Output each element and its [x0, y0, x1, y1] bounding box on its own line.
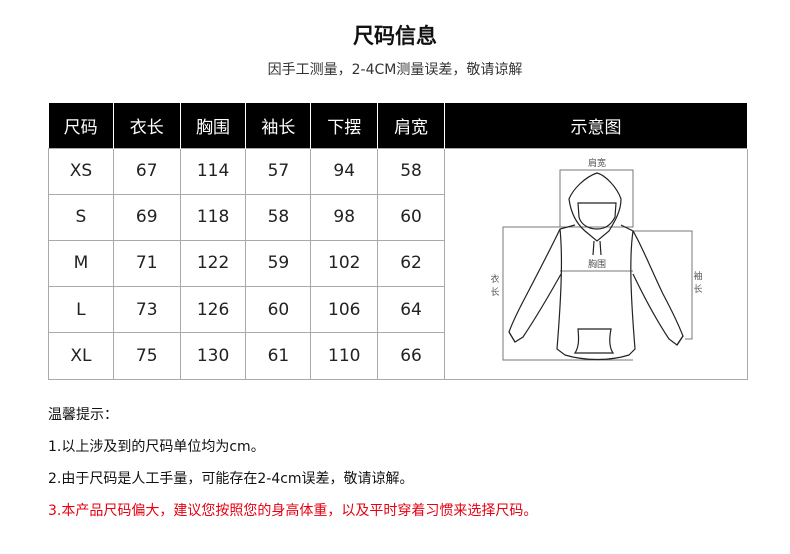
header-length: 衣长	[113, 103, 181, 148]
hoodie-illustration: 肩宽 胸围 衣 长 袖 长	[490, 157, 702, 360]
table-cell: 58	[377, 147, 445, 195]
table-cell: 94	[310, 147, 379, 195]
table-cell: 106	[310, 286, 379, 334]
table-cell: 69	[112, 193, 181, 241]
table-cell: 60	[377, 193, 445, 241]
header-chest: 胸围	[180, 103, 247, 148]
label-shoulder: 肩宽	[588, 157, 606, 169]
page-subtitle: 因手工测量，2-4CM测量误差，敬请谅解	[267, 62, 523, 78]
table-cell: 58	[245, 193, 312, 241]
header-sleeve: 袖长	[245, 103, 312, 148]
label-sleeve-1: 袖	[693, 270, 702, 282]
table-cell: 61	[245, 332, 312, 380]
table-cell: 98	[310, 193, 379, 241]
table-cell: 122	[179, 239, 247, 288]
table-cell: 67	[112, 147, 181, 195]
table-cell: 126	[179, 286, 247, 334]
note-item: 2.由于尺码是人工手量，可能存在2-4cm误差，敬请谅解。	[48, 471, 414, 487]
table-cell: 114	[179, 147, 247, 195]
table-cell: XS	[48, 147, 114, 195]
label-length-1: 衣	[490, 273, 499, 285]
note-item-warning: 3.本产品尺码偏大，建议您按照您的身高体重，以及平时穿着习惯来选择尺码。	[48, 503, 538, 519]
label-chest: 胸围	[588, 258, 606, 270]
table-cell: 130	[179, 332, 247, 380]
table-header-row: 尺码 衣长 胸围 袖长 下摆 肩宽 示意图	[48, 103, 749, 148]
header-shoulder: 肩宽	[377, 103, 445, 148]
table-row: XS 67 114 57 94 58 肩宽 胸围 衣 长 袖 长	[48, 147, 749, 380]
notes: 温馨提示： 1.以上涉及到的尺码单位均为cm。 2.由于尺码是人工手量，可能存在…	[48, 404, 537, 532]
table-row: M 71 122 59 102 62	[48, 239, 748, 288]
size-table: 尺码 衣长 胸围 袖长 下摆 肩宽 示意图 XS 67 114 57 94 58 肩宽 胸…	[48, 103, 749, 380]
table-cell: 118	[179, 193, 247, 241]
table-cell: 59	[245, 239, 312, 288]
label-sleeve-2: 长	[693, 283, 702, 295]
table-cell: 66	[377, 332, 445, 380]
page-title: 尺码信息	[353, 24, 437, 48]
table-cell: 64	[377, 286, 445, 334]
table-cell: L	[48, 286, 114, 334]
table-cell: S	[48, 193, 114, 241]
table-cell: 57	[245, 147, 312, 195]
label-length-2: 长	[490, 286, 499, 298]
header-hem: 下摆	[310, 103, 379, 148]
table-cell: 71	[112, 239, 181, 288]
table-cell: 60	[245, 286, 312, 334]
note-item: 1.以上涉及到的尺码单位均为cm。	[48, 439, 265, 455]
table-row: XL 75 130 61 110 66	[48, 332, 748, 380]
header-diagram: 示意图	[444, 103, 749, 148]
notes-heading: 温馨提示：	[48, 407, 118, 423]
header-size: 尺码	[48, 103, 114, 148]
table-cell: M	[48, 239, 114, 288]
table-cell: 73	[112, 286, 181, 334]
table-row: L 73 126 60 106 64	[48, 286, 748, 334]
table-cell: XL	[48, 332, 114, 380]
hoodie-diagram: 肩宽 胸围 衣 长 袖 长	[443, 147, 749, 380]
table-cell: 110	[310, 332, 379, 380]
table-cell: 75	[112, 332, 181, 380]
table-cell: 62	[377, 239, 445, 288]
table-cell: 102	[310, 239, 379, 288]
